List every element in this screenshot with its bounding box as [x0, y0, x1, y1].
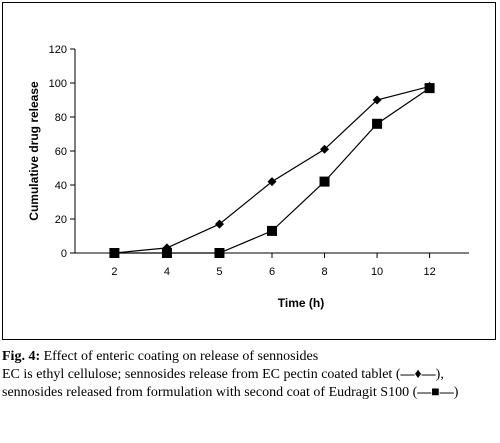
data-point-square: [161, 248, 172, 258]
x-tick-label: 2: [111, 266, 117, 278]
data-point-square: [267, 225, 277, 236]
data-point-square: [214, 248, 225, 258]
data-point-diamond: [320, 144, 330, 154]
y-tick-label: 20: [55, 214, 67, 226]
y-tick-label: 60: [55, 146, 67, 158]
caption-title-line: Fig. 4: Effect of enteric coating on rel…: [2, 348, 498, 366]
caption-body-text: ): [453, 385, 459, 400]
x-tick-label: 8: [321, 266, 327, 278]
data-point-square: [319, 176, 330, 187]
chart-axes: 0 20 40 60 80 100 120 2 4 5 6 8 10 12: [49, 44, 469, 278]
y-tick-label: 80: [55, 112, 67, 124]
caption-body: EC is ethyl cellulose; sennosides releas…: [2, 366, 498, 402]
caption-body-text: EC is ethyl cellulose; sennosides releas…: [2, 367, 401, 382]
x-tick-label: 10: [371, 266, 383, 278]
x-tick-label: 5: [216, 266, 222, 278]
data-point-square: [109, 248, 120, 258]
data-point-diamond: [267, 177, 277, 187]
y-tick-label: 0: [61, 248, 67, 260]
data-point-square: [372, 118, 383, 129]
x-axis-label: Time (h): [278, 296, 324, 310]
line-chart: 0 20 40 60 80 100 120 2 4 5 6 8 10 12 Cumulative drug…: [27, 44, 469, 310]
legend-square-marker: —■—: [417, 385, 454, 400]
y-tick-label: 40: [55, 180, 67, 192]
caption-title: Effect of enteric coating on release of …: [40, 349, 319, 364]
y-tick-label: 100: [49, 78, 67, 90]
figure-frame: 0 20 40 60 80 100 120 2 4 5 6 8 10 12 Cumulative drug…: [2, 2, 496, 340]
x-tick-label: 6: [269, 266, 275, 278]
y-axis-label: Cumulative drug release: [27, 81, 41, 221]
x-tick-label: 4: [164, 266, 170, 278]
figure-caption: Fig. 4: Effect of enteric coating on rel…: [2, 348, 498, 402]
data-point-diamond: [214, 219, 224, 229]
data-point-diamond: [372, 95, 382, 105]
x-tick-label: 12: [423, 266, 435, 278]
caption-body-text: ), sennosides released from formulation …: [2, 367, 444, 400]
figure-number: Fig. 4:: [2, 349, 41, 364]
legend-diamond-marker: —♦—: [400, 367, 436, 382]
data-point-square: [424, 83, 435, 94]
chart-series-marks: [109, 81, 435, 258]
y-tick-label: 120: [49, 44, 67, 56]
